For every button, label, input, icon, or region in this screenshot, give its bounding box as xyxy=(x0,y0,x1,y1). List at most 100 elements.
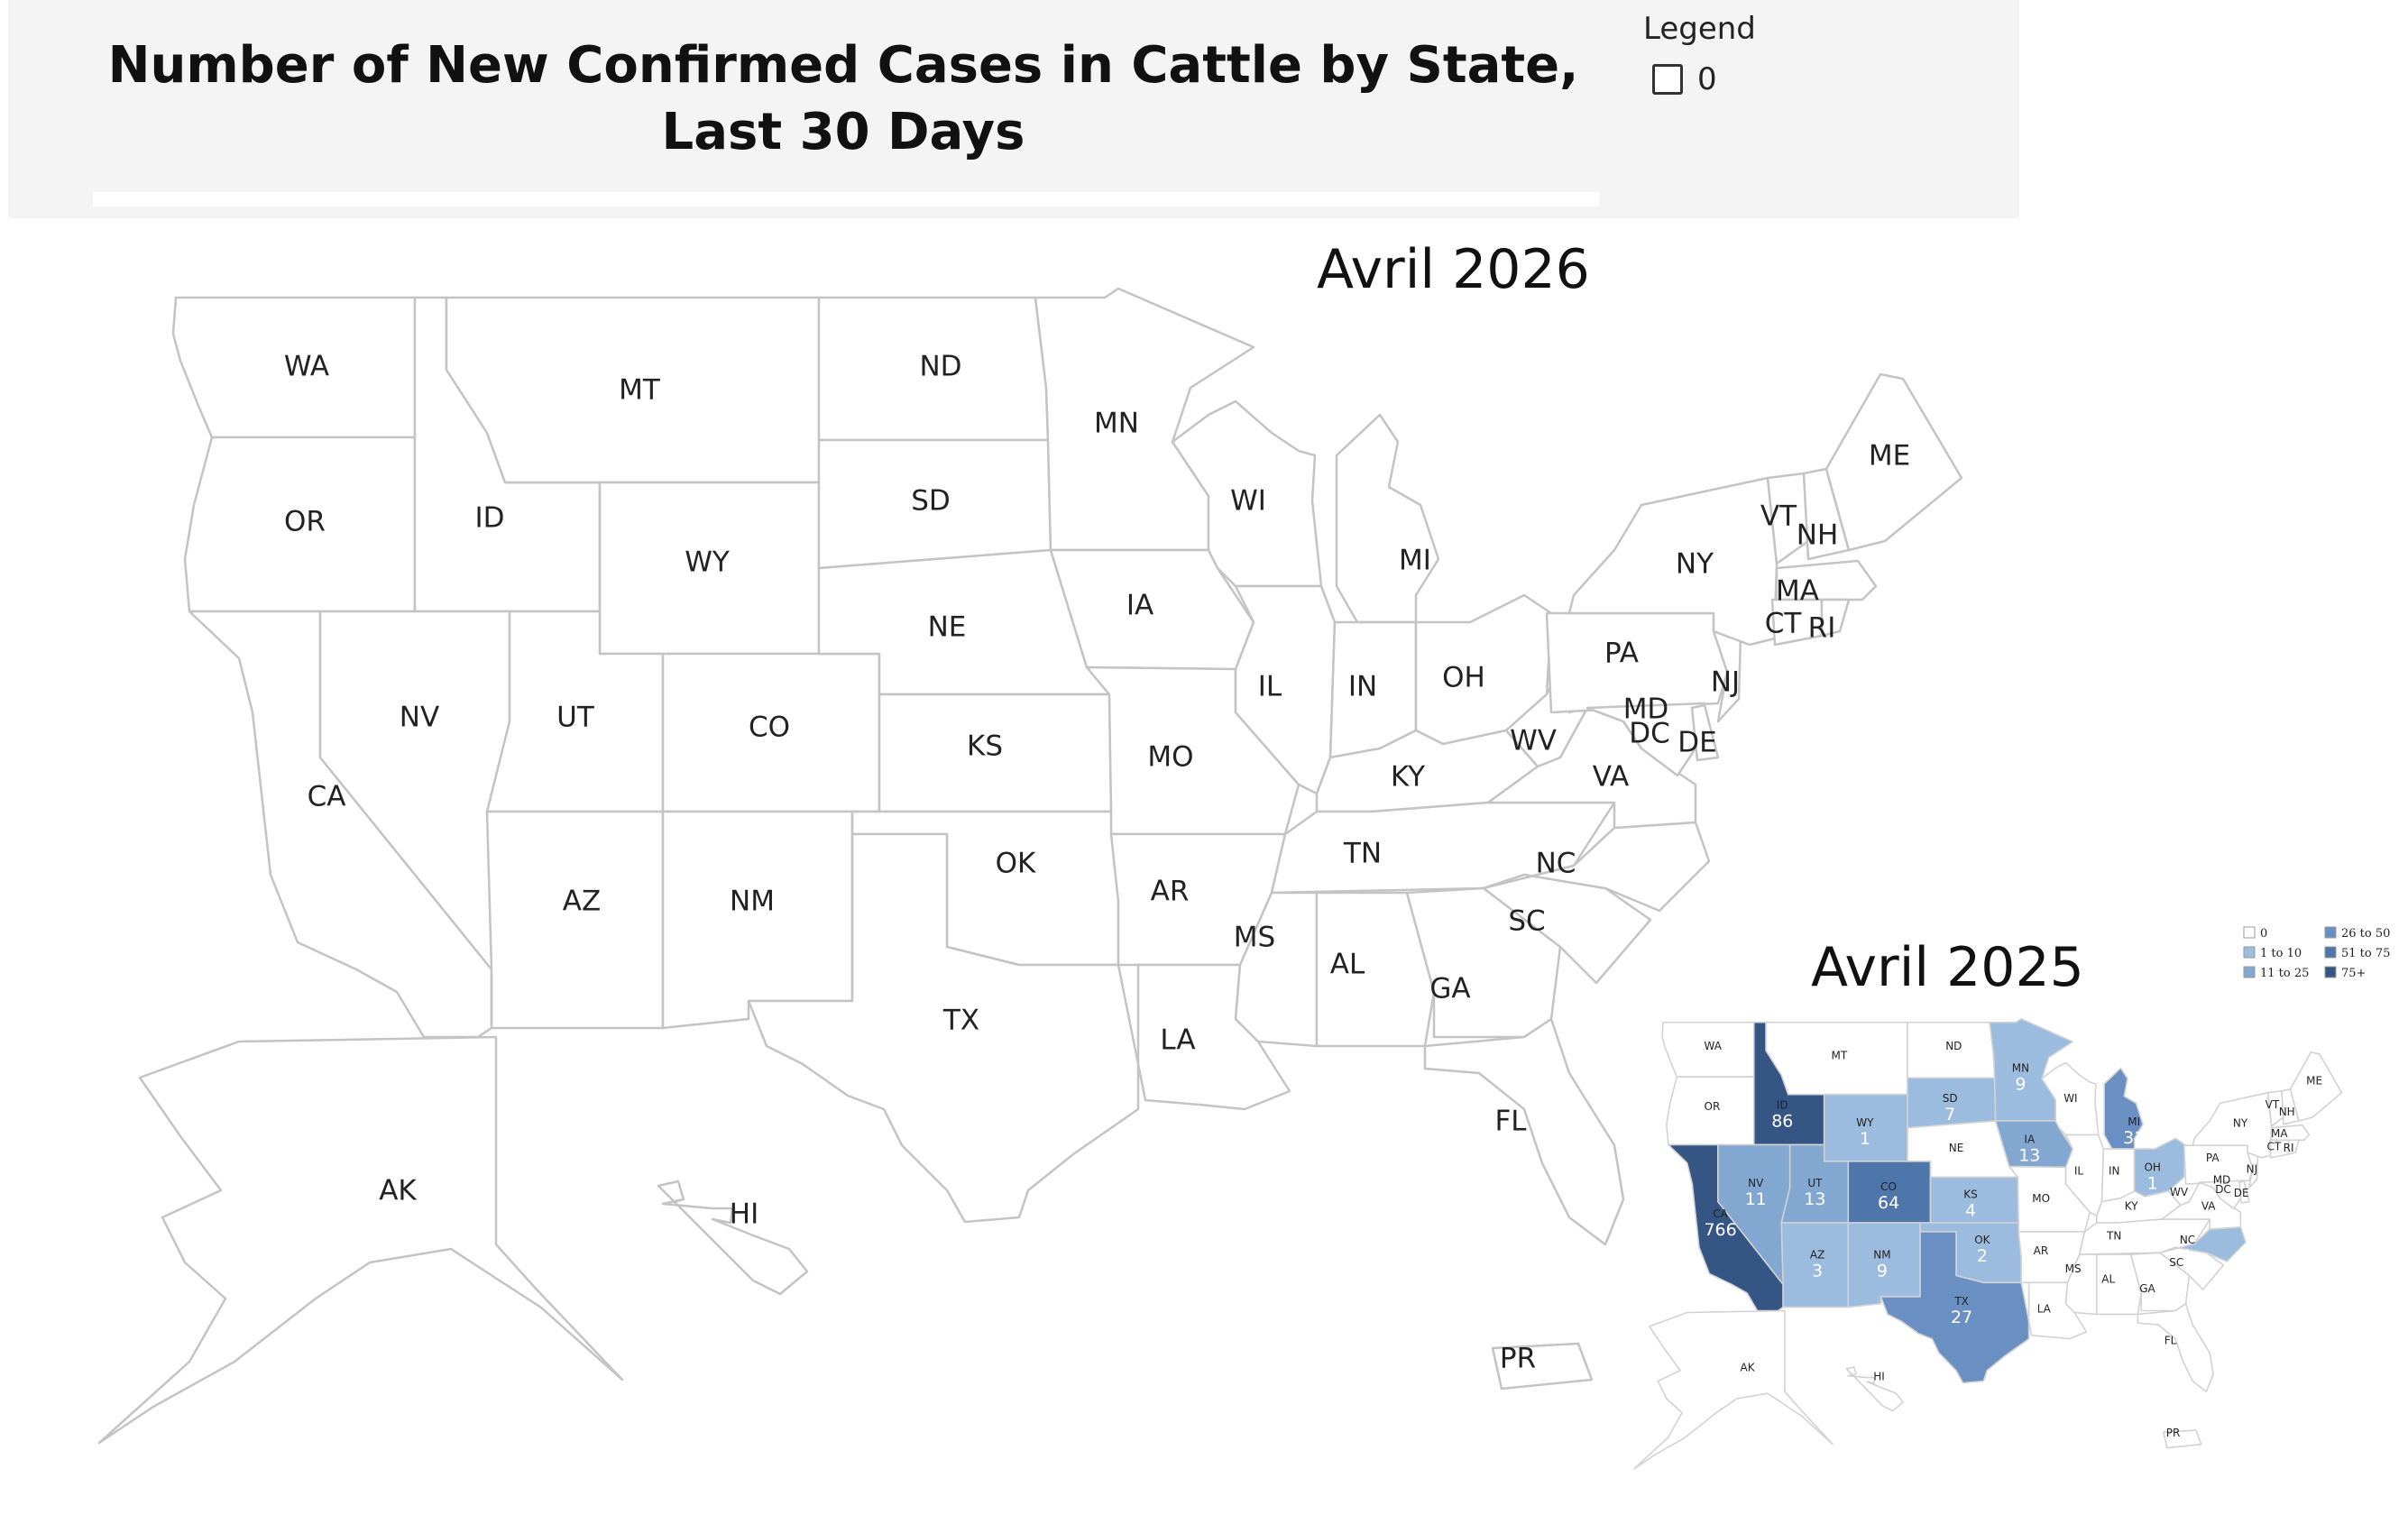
state-label-ut: UT xyxy=(556,702,595,734)
state-label-wi: WI xyxy=(1230,485,1266,518)
state-label-ia: IA xyxy=(1126,590,1153,622)
count-label-nv: 11 xyxy=(1745,1189,1767,1209)
mini-state-label-la: LA xyxy=(2037,1303,2052,1316)
mini-state-label-ny: NY xyxy=(2233,1117,2248,1130)
state-label-al: AL xyxy=(1330,949,1365,981)
mini-state-tx xyxy=(1880,1231,2030,1384)
state-de xyxy=(1690,703,1720,762)
mini-state-label-ia: IA xyxy=(2024,1134,2036,1146)
legend-value: 0 xyxy=(1697,61,1717,97)
state-label-ga: GA xyxy=(1429,973,1470,1005)
mini-state-label-id: ID xyxy=(1777,1099,1788,1112)
state-label-co: CO xyxy=(749,711,790,744)
mini-state-label-wv: WV xyxy=(2170,1186,2189,1198)
mini-legend-label-2: 11 to 25 xyxy=(2260,967,2309,980)
state-az xyxy=(485,810,665,1030)
state-label-sc: SC xyxy=(1508,905,1545,938)
mini-legend-swatch-0 xyxy=(2243,926,2256,939)
state-label-nj: NJ xyxy=(1711,666,1740,699)
state-tx xyxy=(747,832,1140,1224)
state-label-ky: KY xyxy=(1391,761,1425,794)
count-label-ok: 2 xyxy=(1977,1246,1988,1266)
mini-legend-swatch-2 xyxy=(2243,966,2256,978)
state-mi xyxy=(1335,413,1440,624)
state-label-oh: OH xyxy=(1442,662,1485,694)
state-label-de: DE xyxy=(1677,727,1716,759)
mini-state-label-nj: NJ xyxy=(2247,1163,2258,1176)
mini-state-label-mi: MI xyxy=(2128,1115,2140,1128)
mini-state-label-ga: GA xyxy=(2139,1282,2155,1295)
title-line-2: Last 30 Days xyxy=(661,103,1025,161)
state-al xyxy=(1315,891,1436,1048)
legend-item: 0 xyxy=(1652,61,1717,97)
state-label-ak: AK xyxy=(379,1175,417,1207)
mini-state-label-tx: TX xyxy=(1953,1295,1969,1308)
map-2026: WA OR CA ID NV MT WY UT AZ CO NM ND SD NE KS OK TX MN IA MO… xyxy=(97,287,1963,1445)
state-label-tx: TX xyxy=(942,1005,979,1037)
mini-state-label-nh: NH xyxy=(2279,1106,2295,1118)
state-ma xyxy=(1775,559,1878,601)
count-label-nc: 1 xyxy=(2182,1246,2192,1266)
state-ak xyxy=(97,1035,624,1445)
mini-state-label-ak: AK xyxy=(1741,1362,1756,1374)
mini-state-label-me: ME xyxy=(2306,1075,2322,1088)
state-fl xyxy=(1423,1017,1625,1246)
mini-state-label-oh: OH xyxy=(2144,1161,2160,1174)
mini-state-label-ca: CA xyxy=(1713,1207,1728,1220)
mini-legend-label-4: 51 to 75 xyxy=(2341,947,2390,960)
state-label-wy: WY xyxy=(685,546,730,579)
count-label-ca: 766 xyxy=(1704,1220,1736,1240)
state-label-mn: MN xyxy=(1094,408,1139,440)
state-label-va: VA xyxy=(1593,761,1629,794)
mini-state-label-pa: PA xyxy=(2206,1152,2220,1164)
state-label-fl: FL xyxy=(1494,1106,1527,1138)
state-wi xyxy=(1171,399,1323,588)
mini-state-label-de: DE xyxy=(2234,1187,2249,1199)
mini-state-label-wa: WA xyxy=(1704,1040,1722,1052)
mini-state-label-ut: UT xyxy=(1807,1177,1823,1189)
mini-state-label-nd: ND xyxy=(1945,1040,1962,1052)
state-label-ct: CT xyxy=(1765,608,1803,640)
mini-state-label-mn: MN xyxy=(2012,1062,2029,1075)
count-label-co: 64 xyxy=(1878,1193,1899,1213)
state-label-mo: MO xyxy=(1147,741,1193,774)
mini-state-ak xyxy=(1633,1309,1834,1470)
state-label-tn: TN xyxy=(1343,838,1382,870)
count-label-az: 3 xyxy=(1812,1261,1823,1281)
state-label-wa: WA xyxy=(284,351,329,383)
mini-state-label-ky: KY xyxy=(2125,1200,2138,1213)
count-label-nm: 9 xyxy=(1877,1261,1888,1281)
state-label-ma: MA xyxy=(1776,575,1819,608)
state-label-il: IL xyxy=(1258,671,1282,703)
count-label-oh: 1 xyxy=(2147,1174,2158,1194)
map-2025: WAORCA766ID86NV11MTWY1UT13AZ3CO64NM9NDSD… xyxy=(1633,1018,2343,1470)
mini-state-label-az: AZ xyxy=(1810,1248,1824,1261)
state-label-in: IN xyxy=(1348,671,1377,703)
mini-state-ri xyxy=(2287,1139,2300,1155)
map-2025-caption: Avril 2025 xyxy=(1811,936,2084,999)
mini-state-label-al: AL xyxy=(2101,1273,2115,1286)
state-label-pr: PR xyxy=(1500,1343,1536,1375)
mini-state-nc xyxy=(2159,1225,2247,1262)
mini-state-label-wi: WI xyxy=(2063,1092,2077,1105)
mini-state-label-pr: PR xyxy=(2166,1427,2181,1439)
mini-legend-swatch-5 xyxy=(2324,966,2337,978)
mini-state-label-fl: FL xyxy=(2164,1335,2177,1347)
count-label-ks: 4 xyxy=(1965,1200,1976,1220)
mini-legend-label-5: 75+ xyxy=(2341,967,2366,980)
mini-state-label-ar: AR xyxy=(2034,1244,2049,1257)
mini-state-label-ne: NE xyxy=(1949,1142,1964,1154)
mini-state-label-ma: MA xyxy=(2271,1127,2288,1140)
mini-state-label-sc: SC xyxy=(2169,1256,2183,1269)
state-nc xyxy=(1482,821,1711,913)
legend-heading: Legend xyxy=(1643,11,1756,47)
mini-state-label-md: MD xyxy=(2213,1173,2231,1186)
state-md xyxy=(1585,702,1706,777)
count-label-wy: 1 xyxy=(1860,1129,1870,1149)
mini-state-pr xyxy=(2163,1429,2202,1449)
state-il xyxy=(1234,584,1337,795)
state-label-nc: NC xyxy=(1536,848,1576,880)
state-label-ok: OK xyxy=(996,848,1036,880)
map-2025-legend: 0 1 to 10 11 to 25 26 to 50 51 to 75 75+ xyxy=(2243,926,2390,980)
state-label-nv: NV xyxy=(400,702,439,734)
